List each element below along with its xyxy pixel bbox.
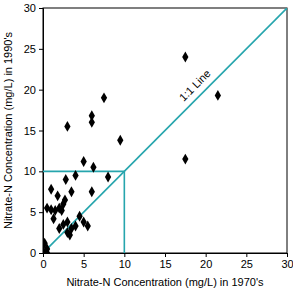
tick: 20: [24, 84, 43, 96]
tick-mark: [246, 253, 247, 257]
axis-line: [44, 254, 288, 258]
tick-mark: [206, 253, 207, 257]
tick-mark: [84, 253, 85, 257]
tick: 25: [241, 253, 253, 270]
y-axis-title: Nitrate-N Concentration (mg/L) in 1990's: [2, 31, 14, 229]
tick-label: 15: [159, 258, 171, 270]
point: [72, 221, 78, 232]
tick-label: 25: [24, 43, 36, 55]
line-label: 1:1 Line: [177, 67, 213, 103]
reference-line: [43, 8, 287, 253]
plot-area: [43, 8, 287, 253]
tick-label: 5: [30, 206, 36, 218]
point: [101, 92, 107, 103]
point: [72, 170, 78, 181]
point: [63, 174, 69, 185]
chart: 0 5 10 15 20 25 30 0 5 10 15 20 25 30 1:1 Line Nitrate-…: [0, 0, 293, 294]
tick-label: 15: [24, 125, 36, 137]
tick-label: 0: [30, 247, 36, 259]
point: [90, 162, 96, 173]
tick: 30: [281, 253, 293, 270]
plot-frame: [43, 8, 287, 253]
point: [64, 217, 70, 228]
x-axis: 0 5 10 15 20 25 30: [40, 253, 293, 270]
tick: 0: [40, 253, 46, 270]
reference-line: [43, 171, 124, 253]
tick-mark: [39, 8, 43, 9]
tick-mark: [39, 171, 43, 172]
tick-label: 10: [24, 165, 36, 177]
tick-label: 20: [24, 84, 36, 96]
point: [68, 186, 74, 197]
tick-label: 25: [241, 258, 253, 270]
tick: 5: [81, 253, 87, 270]
tick-label: 30: [281, 258, 293, 270]
tick-mark: [124, 253, 125, 257]
tick-mark: [39, 131, 43, 132]
tick-mark: [165, 253, 166, 257]
tick: 10: [119, 253, 131, 270]
tick-mark: [39, 90, 43, 91]
tick-label: 0: [40, 258, 46, 270]
x-axis-title: Nitrate-N Concentration (mg/L) in 1970's: [66, 276, 264, 288]
point: [85, 221, 91, 232]
tick-label: 20: [200, 258, 212, 270]
tick: 15: [24, 125, 43, 137]
point: [44, 243, 50, 253]
tick: 20: [200, 253, 212, 270]
tick: 5: [30, 206, 43, 218]
tick-mark: [39, 49, 43, 50]
point: [48, 184, 54, 195]
point: [215, 90, 221, 101]
point: [50, 213, 56, 224]
point: [182, 154, 188, 165]
point: [182, 52, 188, 63]
point: [117, 135, 123, 146]
tick: 30: [24, 2, 43, 14]
y-axis: 0 5 10 15 20 25 30: [24, 2, 44, 259]
point: [64, 121, 70, 132]
point: [89, 117, 95, 128]
tick: 15: [159, 253, 171, 270]
tick-label: 10: [119, 258, 131, 270]
point: [62, 194, 68, 205]
tick: 25: [24, 43, 43, 55]
tick-label: 5: [81, 258, 87, 270]
tick: 10: [24, 165, 43, 177]
point: [81, 156, 87, 167]
tick-mark: [39, 212, 43, 213]
tick-mark: [39, 253, 43, 254]
tick-label: 30: [24, 2, 36, 14]
tick: 0: [30, 247, 43, 259]
point: [105, 172, 111, 183]
point: [89, 186, 95, 197]
point: [55, 190, 61, 201]
tick-mark: [287, 253, 288, 257]
